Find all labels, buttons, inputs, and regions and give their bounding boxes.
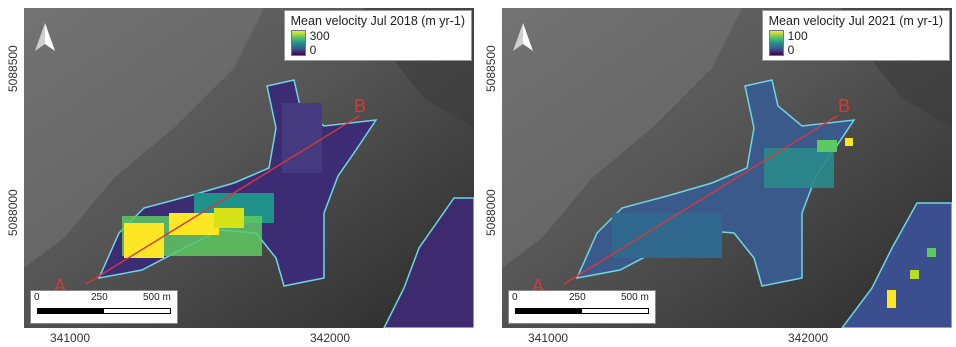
legend-min: 0	[787, 43, 795, 57]
scale-label-250: 250	[91, 292, 108, 303]
legend: Mean velocity Jul 2018 (m yr-1) 300 0	[283, 10, 472, 61]
legend-ticks: 300 0	[310, 30, 330, 56]
profile-point-b: B	[838, 96, 850, 116]
velocity-cells	[845, 138, 853, 146]
map-canvas: A B	[502, 8, 952, 328]
legend-max: 100	[787, 29, 808, 43]
legend-color-ramp	[290, 30, 306, 56]
velocity-cells	[887, 290, 896, 308]
velocity-cells	[764, 148, 834, 188]
ridge-texture	[24, 8, 264, 268]
map-frame: A B Mean velocity Jul 2018 (m yr-1) 300 …	[24, 8, 474, 328]
legend-ticks: 100 0	[788, 30, 808, 56]
velocity-cells	[282, 103, 322, 173]
velocity-patch-east	[841, 202, 952, 328]
scale-label-0: 0	[34, 292, 40, 303]
y-tick-label: 5088000	[6, 189, 20, 236]
profile-point-b: B	[354, 96, 366, 116]
legend-title: Mean velocity Jul 2018 (m yr-1)	[290, 14, 465, 28]
velocity-cells	[169, 213, 219, 235]
velocity-cells	[817, 140, 837, 152]
x-tick-label: 341000	[50, 331, 91, 345]
map-panel-2021: A B Mean velocity Jul 2021 (m yr-1) 100 …	[478, 0, 956, 347]
x-tick-label: 342000	[788, 331, 829, 345]
ridge-texture	[502, 8, 742, 268]
scale-bar-graphic	[515, 308, 649, 314]
scale-label-500: 500 m	[621, 292, 649, 303]
velocity-cells	[612, 213, 722, 258]
profile-line	[563, 115, 838, 285]
scale-bar: 0 250 500 m	[30, 290, 178, 324]
legend-body: 100 0	[768, 30, 943, 56]
scale-bar-graphic	[37, 308, 171, 314]
scale-label-0: 0	[512, 292, 518, 303]
y-tick-label: 5088000	[484, 189, 498, 236]
north-arrow-icon	[513, 23, 533, 51]
legend-color-ramp	[768, 30, 784, 56]
map-panel-2018: A B Mean velocity Jul 2018 (m yr-1) 300 …	[6, 8, 474, 345]
velocity-cells	[927, 248, 936, 257]
y-tick-label: 5088500	[484, 45, 498, 92]
y-tick-label: 5088500	[6, 45, 20, 92]
legend-min: 0	[309, 43, 317, 57]
legend-title: Mean velocity Jul 2021 (m yr-1)	[768, 14, 943, 28]
scale-label-250: 250	[569, 292, 586, 303]
velocity-cells	[214, 208, 244, 228]
scale-label-500: 500 m	[143, 292, 171, 303]
legend: Mean velocity Jul 2021 (m yr-1) 100 0	[761, 10, 950, 61]
profile-line	[85, 115, 360, 285]
velocity-cells	[910, 270, 919, 279]
map-frame: A B Mean velocity Jul 2021 (m yr-1) 100 …	[502, 8, 952, 328]
scale-bar: 0 250 500 m	[508, 290, 656, 324]
velocity-patch-east	[383, 197, 474, 328]
north-arrow-icon	[35, 23, 55, 51]
x-tick-label: 341000	[528, 331, 569, 345]
legend-body: 300 0	[290, 30, 465, 56]
x-tick-label: 342000	[310, 331, 351, 345]
legend-max: 300	[309, 29, 330, 43]
